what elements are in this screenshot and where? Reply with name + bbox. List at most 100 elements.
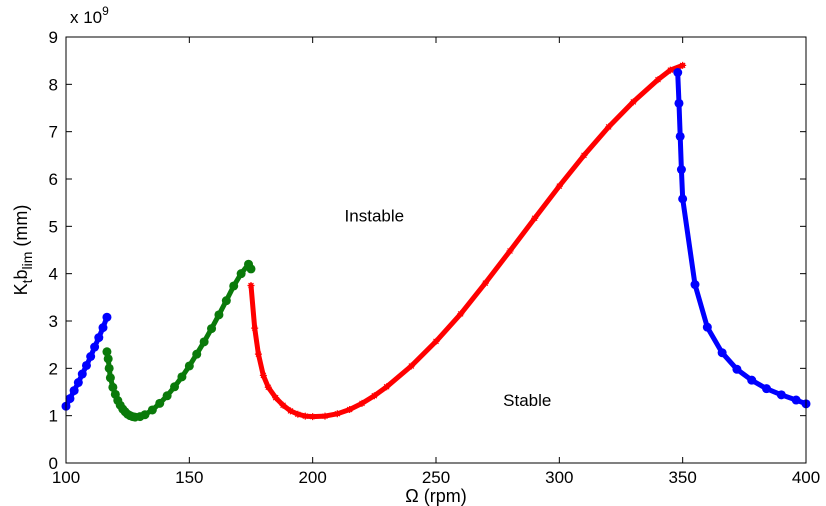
annotation-label: Stable [503, 391, 551, 410]
y-tick-label: 3 [49, 312, 58, 331]
y-tick-label: 0 [49, 454, 58, 473]
y-axis-label: Ktblim (mm) [11, 205, 35, 296]
data-point [481, 279, 489, 287]
data-point [358, 399, 366, 407]
data-point [333, 410, 341, 418]
data-point [457, 310, 465, 318]
data-point [229, 281, 239, 291]
data-point [147, 405, 157, 415]
y-axis-exponent-prefix: x 10 [70, 8, 102, 27]
x-tick-label: 200 [298, 468, 326, 487]
y-tick-label: 7 [49, 123, 58, 142]
data-point [629, 98, 637, 106]
data-point [104, 363, 114, 373]
data-point [105, 373, 115, 383]
data-point [90, 342, 100, 352]
y-axis-label-mid: b [11, 269, 31, 279]
data-point [732, 364, 742, 374]
data-point [690, 280, 700, 290]
data-point [162, 391, 172, 401]
data-point [140, 410, 150, 420]
data-point [81, 360, 91, 370]
data-point [77, 369, 87, 379]
data-point [679, 61, 687, 69]
data-point [702, 322, 712, 332]
data-point [762, 384, 772, 394]
data-point [346, 406, 354, 414]
data-point [199, 337, 209, 347]
data-point [236, 269, 246, 279]
plot-area-frame [65, 36, 807, 464]
series-4 [673, 68, 811, 409]
series-line [675, 70, 809, 407]
axis-ticks [65, 36, 807, 464]
y-axis-exponent-power: 9 [102, 4, 109, 18]
data-point [279, 401, 287, 409]
annotation-label: Instable [345, 207, 405, 226]
data-point [676, 165, 686, 175]
data-point [272, 394, 280, 402]
data-point [251, 324, 259, 332]
data-point [69, 386, 79, 396]
x-tick-label: 150 [175, 468, 203, 487]
data-point [98, 323, 108, 333]
data-point [674, 98, 684, 108]
data-point [259, 371, 267, 379]
data-point [102, 347, 112, 357]
series-2 [102, 259, 256, 422]
data-point [791, 395, 801, 405]
data-point [678, 194, 688, 204]
y-axis-label-unit: (mm) [11, 205, 31, 252]
y-tick-label: 9 [49, 28, 58, 47]
y-tick-label: 1 [49, 407, 58, 426]
x-tick-label: 100 [52, 468, 80, 487]
data-point [102, 312, 112, 322]
data-point [184, 361, 194, 371]
data-point [555, 182, 563, 190]
data-point [286, 407, 294, 415]
data-point [246, 264, 256, 274]
data-point [605, 123, 613, 131]
data-point [221, 296, 231, 306]
series-line [104, 261, 254, 420]
data-point [309, 413, 317, 421]
chart-marks [61, 61, 811, 422]
data-point [654, 76, 662, 84]
data-point [717, 348, 727, 358]
data-point [170, 382, 180, 392]
y-tick-label: 8 [49, 75, 58, 94]
series-3 [247, 61, 687, 421]
data-point [673, 68, 683, 77]
data-point [94, 333, 104, 343]
y-tick-label: 5 [49, 217, 58, 236]
data-point [264, 383, 272, 391]
y-tick-label: 6 [49, 170, 58, 189]
data-point [506, 247, 514, 255]
data-point [666, 66, 674, 74]
y-tick-label: 2 [49, 359, 58, 378]
data-point [383, 383, 391, 391]
data-point [675, 131, 685, 141]
data-point [531, 214, 539, 222]
y-axis-label-sub2: lim [19, 252, 35, 270]
data-point [370, 392, 378, 400]
chart-annotations: Instable Stable [345, 207, 552, 411]
data-point [301, 412, 309, 420]
data-point [65, 394, 75, 404]
data-point [177, 372, 187, 382]
series-line [248, 62, 686, 420]
data-point [321, 412, 329, 420]
data-point [776, 390, 786, 400]
data-point [254, 350, 262, 358]
data-point [214, 310, 224, 320]
data-point [294, 410, 302, 418]
data-point [155, 398, 165, 408]
data-point [207, 324, 217, 334]
data-point [247, 282, 255, 289]
y-tick-label: 4 [49, 265, 58, 284]
data-point [108, 382, 118, 392]
data-point [580, 151, 588, 159]
y-axis-label-sub1: t [19, 279, 35, 283]
axis-tick-labels: 100 150 200 250 300 350 400 0 1 2 3 4 5 6 7 8 9 [49, 28, 821, 487]
y-axis-label-main: K [11, 283, 31, 295]
